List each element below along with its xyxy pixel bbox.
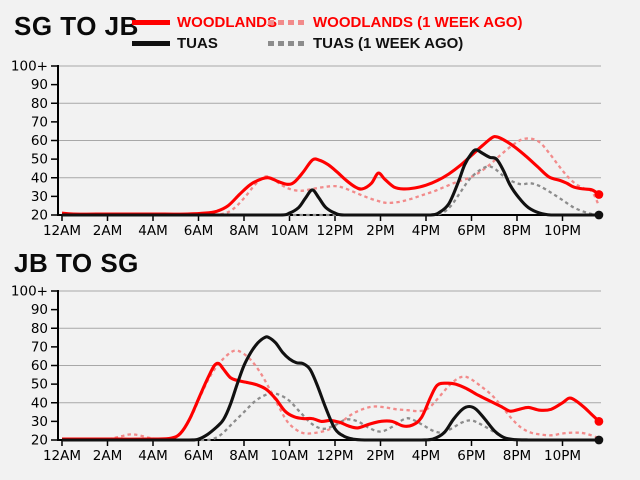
tuas-week-ago-line-swatch — [268, 41, 306, 46]
svg-text:12PM: 12PM — [317, 448, 354, 464]
svg-text:6AM: 6AM — [184, 223, 213, 238]
jb-to-sg-line-chart: 20 30 40 50 60 70 80 90 100+ 12AM 2AM 4AM 6AM 8AM 10AM… — [11, 284, 604, 464]
svg-text:20: 20 — [31, 433, 48, 449]
woodlands-line-swatch — [132, 20, 170, 25]
svg-text:30: 30 — [31, 414, 48, 430]
legend-label: TUAS (1 WEEK AGO) — [313, 35, 464, 52]
legend-item-woodlands-week-ago: WOODLANDS (1 WEEK AGO) — [268, 15, 522, 30]
svg-text:2PM: 2PM — [366, 448, 394, 464]
svg-text:10AM: 10AM — [270, 223, 308, 238]
tuas-line-swatch — [132, 41, 170, 46]
svg-text:2PM: 2PM — [366, 223, 394, 238]
legend-item-woodlands: WOODLANDS — [132, 15, 277, 30]
svg-text:90: 90 — [31, 302, 48, 318]
chart-title-jb-to-sg: JB TO SG — [14, 248, 139, 278]
legend-item-tuas: TUAS — [132, 36, 268, 51]
svg-text:4PM: 4PM — [412, 223, 440, 238]
svg-text:4AM: 4AM — [138, 223, 167, 238]
svg-text:12PM: 12PM — [317, 223, 354, 238]
legend-label: WOODLANDS (1 WEEK AGO) — [313, 14, 523, 31]
sg-to-jb-line-chart: 20 30 40 50 60 70 80 90 100+ 12AM 2AM 4AM 6AM 8AM 10AM… — [11, 59, 604, 238]
legend-item-tuas-week-ago: TUAS (1 WEEK AGO) — [268, 36, 522, 51]
legend: WOODLANDS WOODLANDS (1 WEEK AGO) TUAS TU… — [132, 12, 522, 54]
svg-text:80: 80 — [31, 321, 48, 337]
svg-text:100+: 100+ — [11, 59, 48, 75]
svg-text:80: 80 — [31, 96, 48, 112]
svg-text:6PM: 6PM — [457, 223, 485, 238]
svg-text:10AM: 10AM — [270, 448, 308, 464]
svg-text:40: 40 — [31, 395, 48, 411]
svg-text:4PM: 4PM — [412, 448, 440, 464]
svg-text:2AM: 2AM — [93, 448, 122, 464]
svg-text:60: 60 — [31, 133, 48, 149]
svg-text:6AM: 6AM — [184, 448, 213, 464]
svg-text:40: 40 — [31, 170, 48, 186]
woodlands-week-ago-line-swatch — [268, 20, 306, 25]
legend-label: WOODLANDS — [177, 14, 277, 31]
svg-text:8PM: 8PM — [503, 448, 531, 464]
svg-text:30: 30 — [31, 189, 48, 205]
svg-text:70: 70 — [31, 339, 48, 355]
svg-text:10PM: 10PM — [544, 223, 581, 238]
svg-text:12AM: 12AM — [43, 448, 81, 464]
svg-text:2AM: 2AM — [93, 223, 122, 238]
svg-text:20: 20 — [31, 208, 48, 224]
svg-text:4AM: 4AM — [138, 448, 167, 464]
legend-label: TUAS — [177, 35, 218, 52]
svg-text:12AM: 12AM — [43, 223, 81, 238]
svg-text:100+: 100+ — [11, 284, 48, 300]
svg-text:6PM: 6PM — [457, 448, 485, 464]
svg-text:8PM: 8PM — [503, 223, 531, 238]
svg-text:50: 50 — [31, 152, 48, 168]
svg-text:90: 90 — [31, 77, 48, 93]
svg-text:10PM: 10PM — [544, 448, 581, 464]
svg-text:70: 70 — [31, 114, 48, 130]
chart-title-sg-to-jb: SG TO JB — [14, 11, 139, 41]
svg-text:50: 50 — [31, 377, 48, 393]
svg-text:8AM: 8AM — [229, 223, 258, 238]
svg-text:8AM: 8AM — [229, 448, 258, 464]
svg-text:60: 60 — [31, 358, 48, 374]
